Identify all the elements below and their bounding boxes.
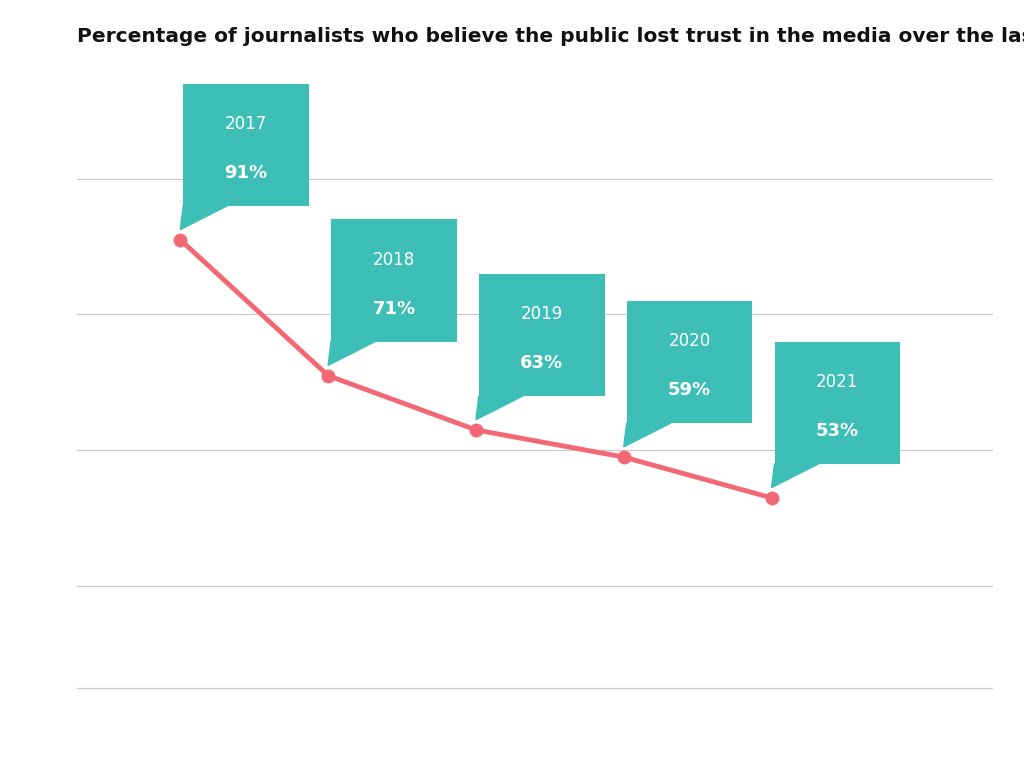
FancyBboxPatch shape [331,220,457,342]
Text: 2018: 2018 [373,250,415,269]
Text: 2017: 2017 [225,115,267,133]
FancyBboxPatch shape [479,273,604,396]
Polygon shape [180,206,227,230]
FancyBboxPatch shape [183,84,309,206]
Text: 71%: 71% [373,300,416,318]
Text: 2019: 2019 [520,305,563,323]
Polygon shape [624,423,671,447]
FancyBboxPatch shape [627,301,753,423]
Polygon shape [771,464,818,488]
Text: Percentage of journalists who believe the public lost trust in the media over th: Percentage of journalists who believe th… [77,27,1024,46]
Text: 91%: 91% [224,164,267,182]
FancyBboxPatch shape [774,342,900,464]
Polygon shape [328,342,375,366]
Polygon shape [476,396,523,420]
Text: 2021: 2021 [816,373,858,391]
Text: 59%: 59% [668,381,711,399]
Text: 53%: 53% [816,422,859,440]
Text: 2020: 2020 [669,333,711,350]
Text: 63%: 63% [520,354,563,372]
